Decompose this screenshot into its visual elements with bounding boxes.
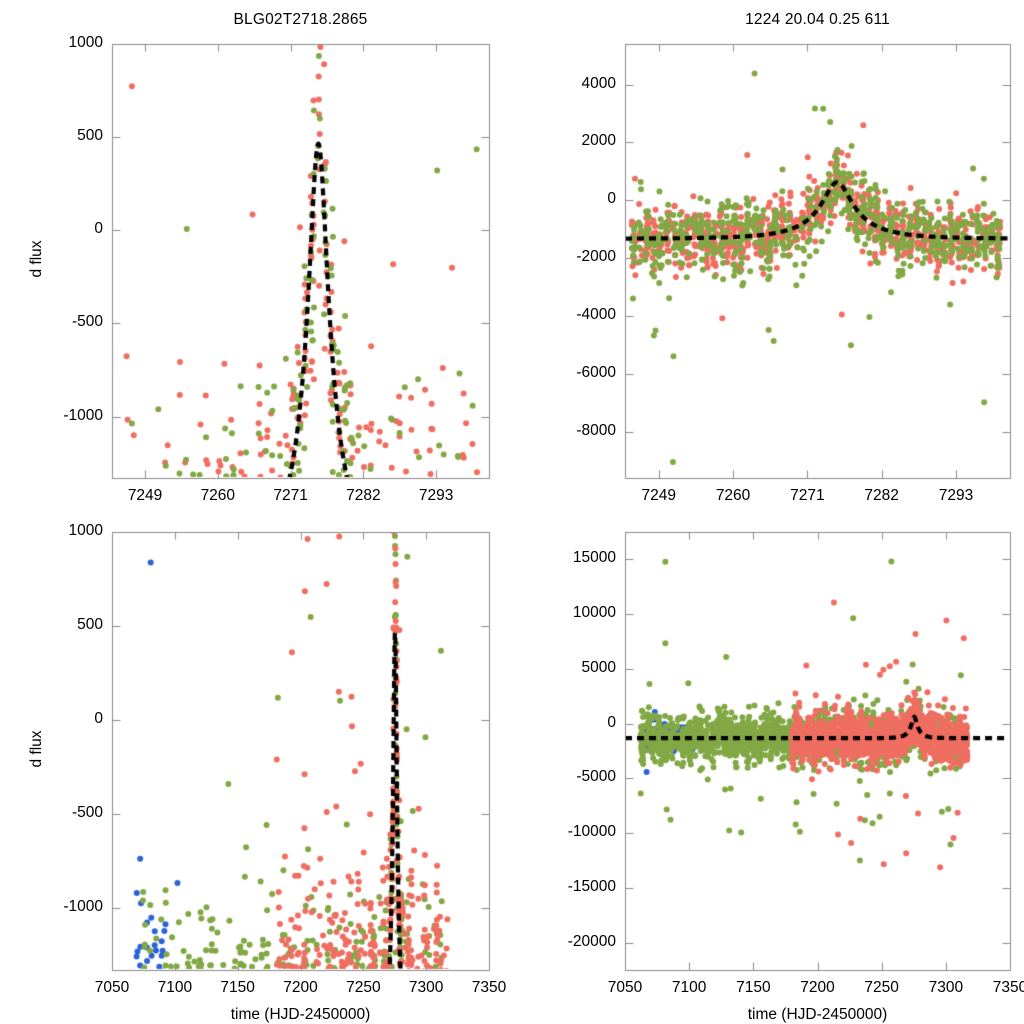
xtick-label-bottom-right-0: 7050 [607,979,643,996]
ytick-label-bottom-right-4: 0 [607,713,616,731]
xtick-label-bottom-right-6: 7350 [992,979,1024,996]
ytick-label-top-left-0: -1000 [63,406,103,424]
ytick-label-bottom-right-1: -15000 [567,877,616,895]
xtick-label-bottom-right-5: 7300 [928,979,964,996]
xtick-label-bottom-left-5: 7300 [408,979,444,996]
ytick-label-bottom-left-3: 500 [77,615,103,633]
xtick-label-bottom-left-6: 7350 [471,979,507,996]
xtick-label-top-left-3: 7282 [346,487,381,504]
ytick-label-bottom-left-1: -500 [71,803,103,821]
xtick-label-bottom-left-1: 7100 [157,979,193,996]
xtick-label-top-left-0: 7249 [127,487,163,504]
ytick-label-top-right-3: -2000 [576,248,616,266]
xtick-label-top-right-2: 7271 [790,487,825,504]
ytick-label-bottom-right-0: -20000 [567,932,616,950]
xtick-label-top-left-4: 7293 [418,487,454,504]
ytick-label-top-left-3: 500 [77,127,103,145]
xtick-label-bottom-left-4: 7250 [346,979,381,996]
xtick-label-top-right-4: 7293 [938,487,974,504]
xtick-label-bottom-right-3: 7200 [800,979,835,996]
ytick-label-top-right-2: -4000 [576,305,616,323]
ytick-label-bottom-left-4: 1000 [68,522,103,539]
xtick-label-bottom-right-4: 7250 [864,979,899,996]
xtick-label-bottom-left-2: 7150 [220,979,255,996]
xtick-label-top-left-2: 7271 [273,487,308,504]
ytick-label-top-left-1: -500 [71,313,103,331]
ytick-label-top-left-2: 0 [94,220,103,238]
ytick-label-bottom-right-7: 15000 [572,549,616,567]
ytick-label-top-left-4: 1000 [68,34,103,51]
ytick-label-top-right-4: 0 [607,190,616,208]
ytick-label-top-right-6: 4000 [581,74,616,92]
xtick-label-bottom-right-1: 7100 [671,979,707,996]
xtick-label-top-right-1: 7260 [715,487,751,504]
xtick-label-bottom-left-0: 7050 [94,979,130,996]
ytick-label-top-right-1: -6000 [576,363,616,381]
ytick-label-bottom-right-5: 5000 [581,658,616,676]
ytick-label-bottom-right-6: 10000 [572,604,616,622]
ytick-label-bottom-left-2: 0 [94,709,103,727]
ytick-label-bottom-right-2: -10000 [567,823,616,841]
xtick-label-top-left-1: 7260 [200,487,236,504]
xtick-label-bottom-left-3: 7200 [283,979,318,996]
xtick-label-top-right-0: 7249 [641,487,676,504]
xtick-label-top-right-3: 7282 [864,487,899,504]
ytick-label-bottom-left-0: -1000 [63,897,103,915]
xtick-label-bottom-right-2: 7150 [736,979,771,996]
ytick-label-top-right-5: 2000 [581,132,616,150]
ytick-label-bottom-right-3: -5000 [576,768,616,786]
ytick-label-top-right-0: -8000 [576,421,616,439]
